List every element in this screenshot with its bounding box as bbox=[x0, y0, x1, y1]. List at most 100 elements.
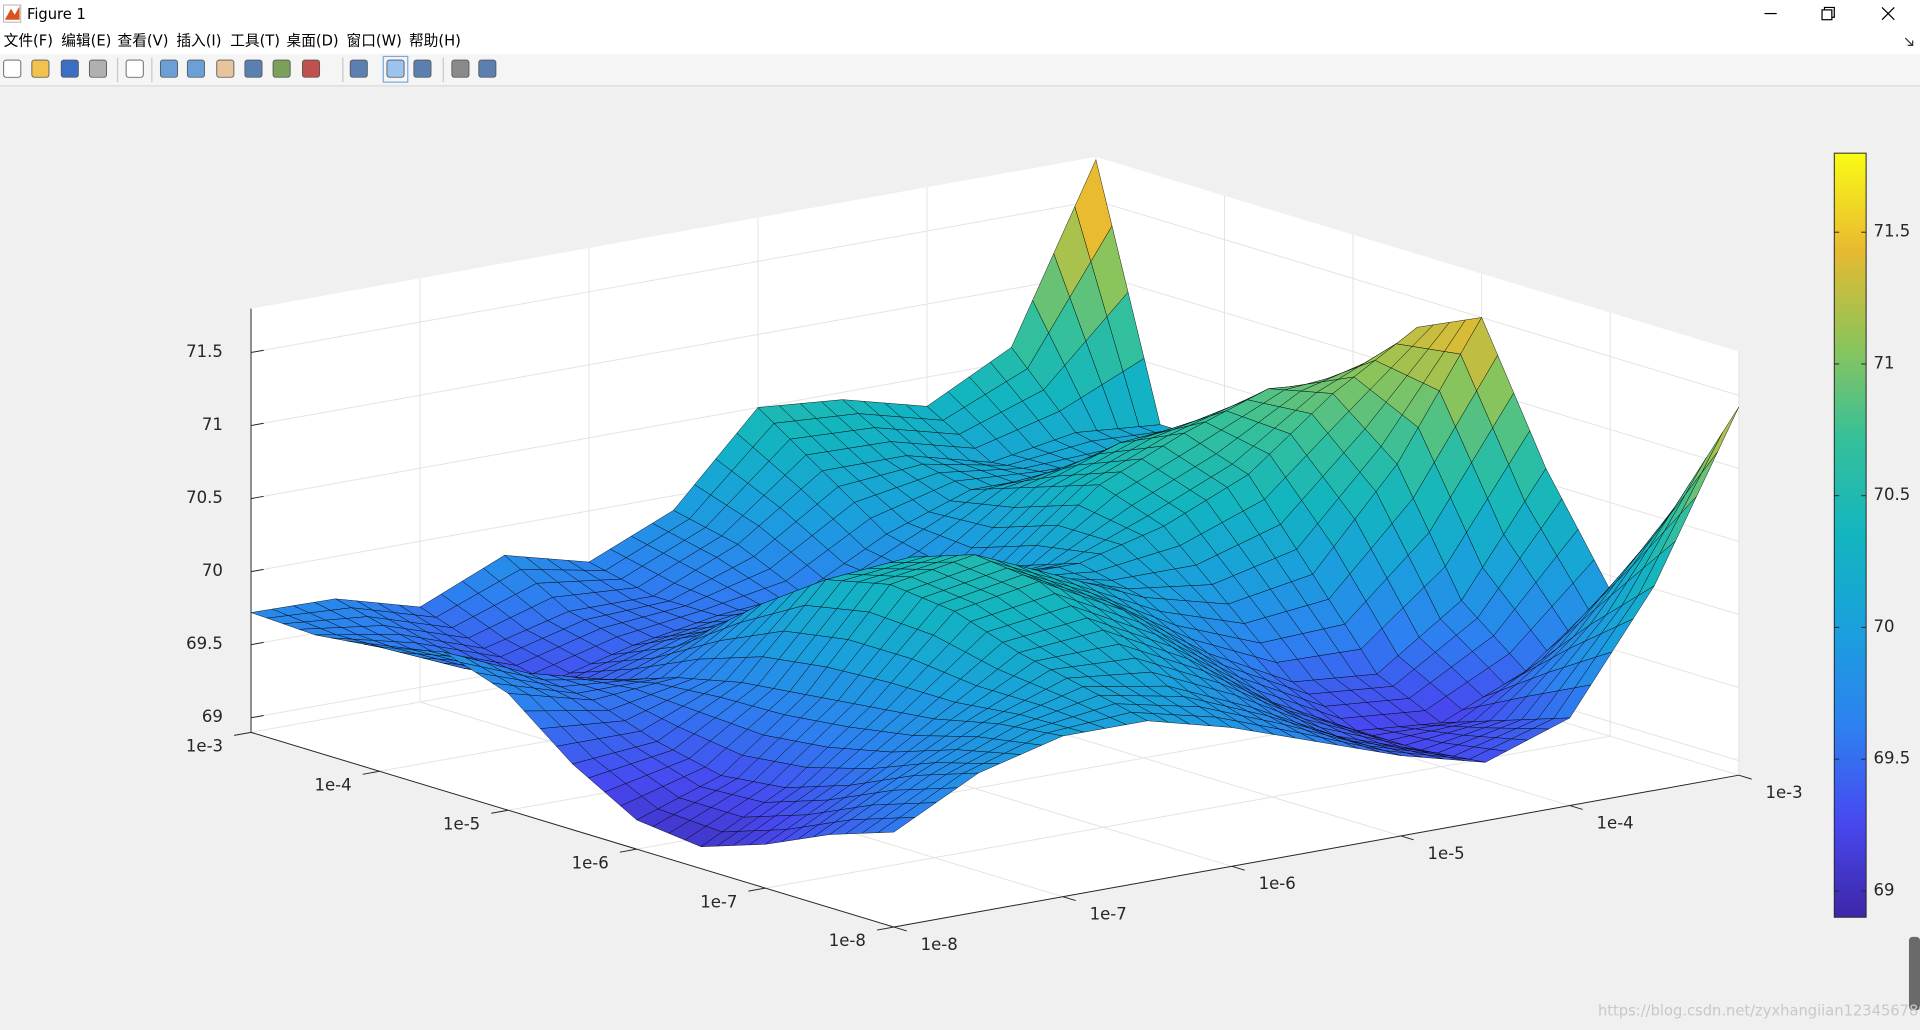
y-tick-mark bbox=[876, 926, 894, 931]
menu: 文件(F) 编辑(E) 查看(V) 插入(I) 工具(T) 桌面(D) 窗口(W) 帮助(H) bbox=[4, 32, 461, 50]
x-tick-mark bbox=[1062, 896, 1076, 902]
toolbar-buttons bbox=[3, 55, 497, 83]
x-tick-mark bbox=[1569, 805, 1583, 810]
menu-item[interactable]: 工具(T) bbox=[230, 33, 280, 50]
toolbar-icon[interactable] bbox=[88, 59, 107, 78]
toolbar-icon[interactable] bbox=[60, 59, 79, 78]
menu-item[interactable]: 窗口(W) bbox=[347, 32, 402, 50]
colorbar-tick-label: 70.5 bbox=[1873, 485, 1910, 504]
z-tick-label: 70.5 bbox=[186, 488, 223, 507]
z-tick-mark bbox=[250, 641, 264, 646]
toolbar-button[interactable] bbox=[88, 59, 107, 78]
toolbar-icon[interactable] bbox=[125, 59, 144, 78]
watermark: https://blog.csdn.net/zyxhangiian1234567… bbox=[1598, 1003, 1920, 1020]
y-tick-mark bbox=[748, 887, 766, 892]
toolbar-icon[interactable] bbox=[349, 59, 368, 78]
toolbar-button[interactable] bbox=[3, 59, 22, 78]
menu-item[interactable]: 编辑(E) bbox=[61, 33, 111, 50]
z-tick-mark bbox=[250, 714, 264, 719]
z-tick-mark bbox=[250, 495, 264, 500]
x-tick-label: 1e-4 bbox=[1597, 813, 1634, 832]
x-tick-mark bbox=[1400, 835, 1414, 841]
window-title: Figure 1 bbox=[27, 6, 86, 23]
toolbar-icon[interactable] bbox=[302, 59, 321, 78]
restore-button[interactable] bbox=[1801, 0, 1855, 27]
toolbar-button[interactable] bbox=[349, 59, 368, 78]
toolbar-icon[interactable] bbox=[186, 59, 205, 78]
x-tick-label: 1e-7 bbox=[1090, 905, 1127, 924]
z-tick-label: 71 bbox=[202, 415, 223, 434]
y-axis-line bbox=[250, 731, 895, 928]
toolbar-button[interactable] bbox=[159, 59, 178, 78]
toolbar-button[interactable] bbox=[244, 59, 263, 78]
menu-item[interactable]: 查看(V) bbox=[118, 33, 169, 50]
y-tick-label: 1e-8 bbox=[829, 931, 866, 950]
toolbar-button[interactable] bbox=[60, 59, 79, 78]
z-tick-label: 71.5 bbox=[186, 342, 223, 361]
minimize-button[interactable] bbox=[1745, 0, 1799, 27]
toolbar-icon[interactable] bbox=[216, 59, 235, 78]
toolbar-icon[interactable] bbox=[31, 59, 50, 78]
colorbar-tick-label: 70 bbox=[1873, 617, 1894, 636]
toolbar-icon[interactable] bbox=[386, 59, 405, 78]
menu-item[interactable]: 插入(I) bbox=[176, 33, 221, 50]
toolbar-button[interactable] bbox=[478, 59, 497, 78]
z-tick-label: 69.5 bbox=[186, 634, 223, 653]
toolbar-icon[interactable] bbox=[451, 59, 470, 78]
toolbar-button[interactable] bbox=[302, 59, 321, 78]
toolbar-button[interactable] bbox=[186, 59, 205, 78]
toolbar-icon[interactable] bbox=[159, 59, 178, 78]
menu-item[interactable]: 文件(F) bbox=[4, 33, 53, 50]
toolbar-toggle[interactable] bbox=[382, 55, 409, 83]
menu-item[interactable]: 桌面(D) bbox=[287, 33, 339, 50]
y-tick-label: 1e-4 bbox=[314, 775, 351, 794]
toolbar-icon[interactable] bbox=[272, 59, 291, 78]
colorbar: 69 69.5 70 70.5 71 71.5 bbox=[1833, 152, 1910, 918]
colorbar-tick-label: 71 bbox=[1873, 353, 1894, 372]
x-tick-label: 1e-8 bbox=[921, 935, 958, 954]
axes: 1e-8 1e-7 1e-6 1e-5 1e-4 1e-3 1e-8 1e-7 1e-6 1e-5… bbox=[186, 156, 1803, 954]
y-tick-mark bbox=[619, 848, 637, 853]
y-tick-mark bbox=[362, 770, 380, 775]
dock-arrow[interactable] bbox=[1904, 37, 1914, 47]
menu-bar bbox=[0, 27, 1920, 54]
z-tick-label: 70 bbox=[202, 561, 223, 580]
toolbar-button[interactable] bbox=[413, 59, 432, 78]
x-tick-label: 1e-3 bbox=[1766, 783, 1803, 802]
menu-item[interactable]: 帮助(H) bbox=[409, 33, 461, 50]
surface bbox=[250, 159, 1739, 847]
x-axis-line bbox=[893, 774, 1739, 928]
y-tick-mark bbox=[491, 809, 509, 814]
colorbar-tick-label: 71.5 bbox=[1873, 222, 1910, 241]
z-tick-mark bbox=[250, 568, 264, 573]
colorbar-tick-label: 69.5 bbox=[1873, 749, 1910, 768]
grid-line bbox=[765, 312, 1611, 889]
toolbar-icon[interactable] bbox=[478, 59, 497, 78]
z-tick-mark bbox=[250, 422, 264, 427]
surface-patch bbox=[877, 817, 916, 833]
x-tick-label: 1e-6 bbox=[1259, 874, 1296, 893]
toolbar-icon[interactable] bbox=[3, 59, 22, 78]
toolbar-icon[interactable] bbox=[244, 59, 263, 78]
y-tick-label: 1e-7 bbox=[700, 892, 737, 911]
toolbar-button[interactable] bbox=[451, 59, 470, 78]
y-tick-label: 1e-6 bbox=[572, 853, 609, 872]
x-tick-label: 1e-5 bbox=[1428, 844, 1465, 863]
toolbar-button[interactable] bbox=[31, 59, 50, 78]
x-tick-mark bbox=[893, 926, 907, 932]
close-button[interactable] bbox=[1859, 0, 1920, 27]
x-tick-mark bbox=[1738, 774, 1752, 780]
toolbar-button[interactable] bbox=[216, 59, 235, 78]
y-tick-label: 1e-5 bbox=[443, 814, 480, 833]
y-tick-label: 1e-3 bbox=[186, 737, 223, 756]
title-bar bbox=[0, 0, 1920, 28]
toolbar-button[interactable] bbox=[272, 59, 291, 78]
toolbar-icon[interactable] bbox=[413, 59, 432, 78]
toolbar-button[interactable] bbox=[386, 59, 405, 78]
colorbar-tick-label: 69 bbox=[1873, 880, 1894, 899]
toolbar-button[interactable] bbox=[125, 59, 144, 78]
z-tick-label: 69 bbox=[202, 707, 223, 726]
